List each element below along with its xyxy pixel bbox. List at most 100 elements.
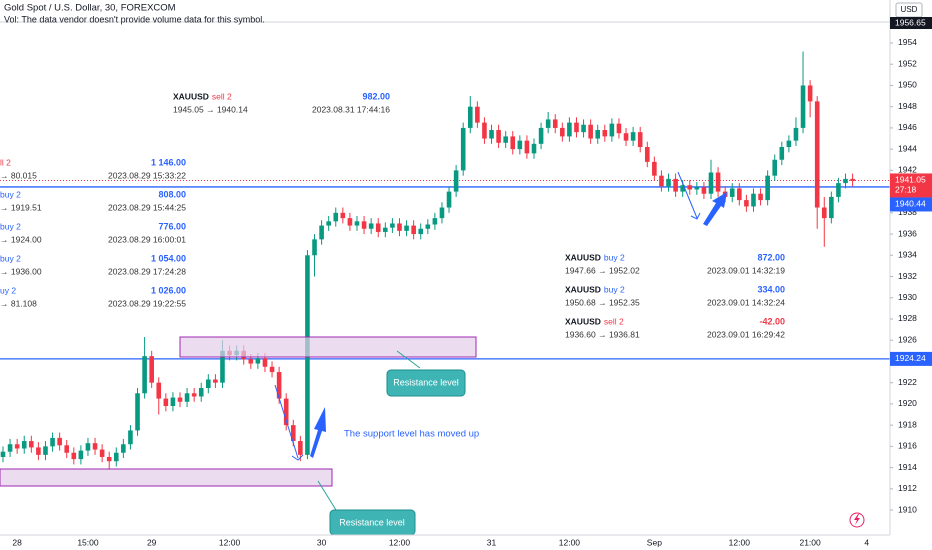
candle-body	[510, 136, 516, 150]
candle-body	[489, 130, 494, 139]
candle-body	[630, 132, 636, 141]
candle-body	[765, 175, 770, 201]
arrow	[310, 407, 326, 458]
candle-body	[326, 221, 331, 226]
x-tick-label: 29	[147, 537, 157, 547]
candle-body	[163, 398, 169, 407]
arrow	[677, 171, 701, 220]
candle-body	[439, 207, 445, 219]
annotation: Resistance level	[393, 377, 459, 387]
trade-time: 2023.08.31 17:44:16	[312, 104, 390, 114]
candle-body	[262, 358, 268, 367]
trade-symbol: XAUUSD	[565, 284, 601, 294]
candle-body	[113, 452, 119, 462]
candle-body	[545, 119, 551, 128]
candle-body	[135, 393, 140, 431]
candle-body	[213, 379, 218, 383]
candle-body	[64, 445, 70, 453]
trade-prices: → 1919.51	[0, 202, 42, 212]
candle-body	[800, 85, 806, 128]
trade-time: 2023.08.29 17:24:28	[108, 266, 186, 276]
y-tick-label: 1942	[898, 165, 917, 175]
annotation: Resistance level	[339, 517, 405, 527]
y-tick-label: 1916	[898, 441, 917, 451]
candle-body	[588, 124, 593, 139]
x-tick-label: 12:00	[219, 537, 241, 547]
icon	[854, 514, 860, 525]
candle-body	[602, 130, 608, 137]
candle-body	[482, 122, 487, 139]
y-tick-label: 1920	[898, 398, 917, 408]
candle-body	[729, 188, 735, 197]
candle-body	[198, 387, 204, 397]
candle-body	[43, 446, 48, 455]
y-tick-label: 1910	[898, 504, 917, 514]
y-tick-label: 1914	[898, 462, 917, 472]
x-tick-label: 15:00	[77, 537, 99, 547]
y-tick-label: 1934	[898, 250, 917, 260]
zone	[179, 336, 477, 358]
candle-body	[383, 227, 388, 232]
candle-body	[687, 185, 693, 190]
candle-body	[595, 130, 601, 139]
candle-body	[121, 444, 126, 453]
candle-body	[411, 225, 416, 235]
trade-symbol: XAUUSD	[565, 316, 601, 326]
candle-body	[560, 127, 565, 137]
candle-body	[460, 127, 466, 171]
x-tick-label: Sep	[647, 537, 662, 547]
candle-body	[404, 225, 409, 231]
candle-body	[432, 218, 438, 225]
candle-body	[177, 397, 183, 402]
y-tick-label: 1912	[898, 483, 917, 493]
trade-prices: → 81.108	[0, 298, 37, 308]
candle-body	[701, 187, 707, 194]
candle-body	[659, 175, 664, 187]
candle-body	[290, 425, 296, 442]
trade-side: buy 2	[604, 284, 625, 294]
candle-body	[680, 185, 685, 192]
candle-body	[581, 124, 586, 133]
trade-side: sell 2	[604, 316, 624, 326]
trade-pnl: 982.00	[362, 91, 390, 101]
candle-body	[149, 356, 154, 383]
y-tick-label: 1954	[898, 37, 917, 47]
y-tick-label: 1938	[898, 207, 917, 217]
candle-body	[7, 444, 13, 452]
trade-time: 2023.08.29 16:00:01	[108, 234, 186, 244]
candle-body	[850, 178, 855, 181]
trade-side: uy 2	[0, 285, 16, 295]
candle-body	[57, 437, 62, 446]
candle-body	[71, 452, 77, 460]
candle-body	[814, 101, 820, 208]
candle-body	[821, 207, 827, 219]
y-tick-label: 1948	[898, 101, 917, 111]
candle-body	[85, 443, 91, 451]
trade-pnl: 1 026.00	[151, 285, 186, 295]
trade-time: 2023.09.01 14:32:24	[707, 297, 785, 307]
price-axis	[890, 0, 932, 550]
candle-body	[170, 397, 176, 407]
x-tick-label: 4	[864, 537, 869, 547]
trade-prices: → 1936.00	[0, 266, 42, 276]
candle-body	[467, 106, 473, 128]
y-tick-label: 1926	[898, 334, 917, 344]
trade-pnl: -42.00	[759, 316, 785, 326]
y-tick-label: 1944	[898, 143, 917, 153]
currency[interactable]: USD	[901, 5, 918, 14]
price-line-label-box	[890, 197, 932, 212]
trade-side: buy 2	[0, 221, 21, 231]
trade-pnl: 1 054.00	[151, 253, 186, 263]
price-line-label: 1924.24	[895, 353, 926, 363]
candle-body	[340, 212, 346, 219]
candle-body	[220, 350, 225, 383]
trade-pnl: 1 146.00	[151, 157, 186, 167]
candle-body	[92, 443, 98, 450]
x-tick-label: 12:00	[389, 537, 411, 547]
trade-time: 2023.08.29 15:33:22	[108, 170, 186, 180]
trade-pnl: 334.00	[757, 284, 785, 294]
trade-side: buy 2	[0, 189, 21, 199]
callout-line	[396, 350, 421, 369]
